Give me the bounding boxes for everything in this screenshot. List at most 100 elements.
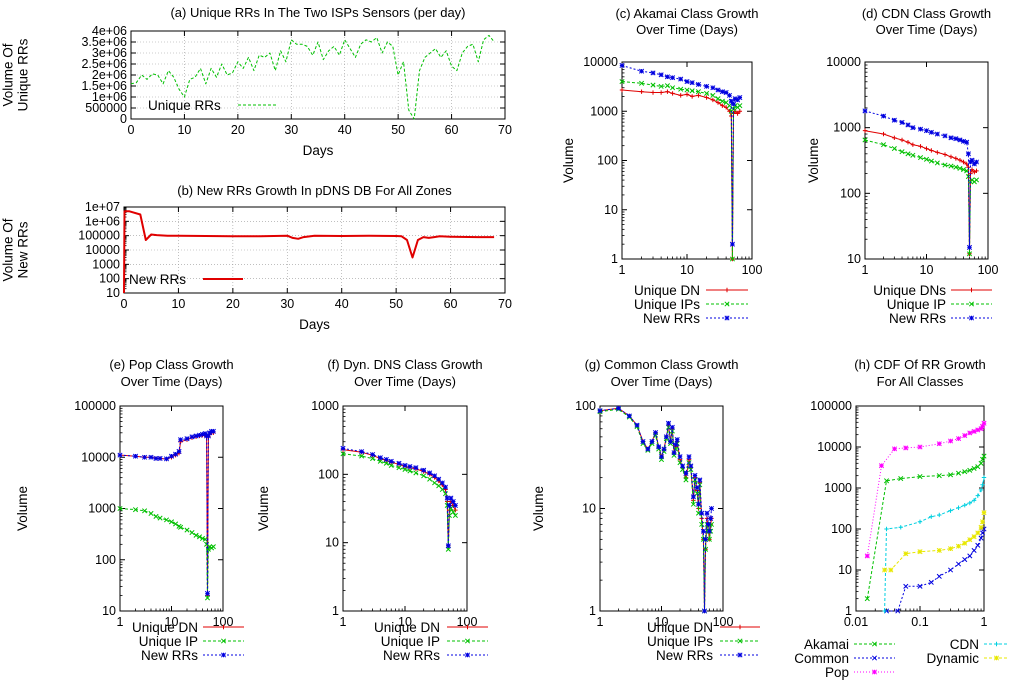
y-tick-label: 1000 bbox=[590, 104, 618, 118]
data-point bbox=[688, 463, 694, 469]
legend-marker bbox=[465, 624, 470, 630]
data-point bbox=[903, 583, 909, 589]
data-point bbox=[880, 142, 887, 148]
x-tick-label: 70 bbox=[498, 297, 512, 311]
series-group bbox=[340, 445, 458, 552]
legend-label: Unique DN bbox=[634, 283, 700, 298]
data-point bbox=[980, 519, 986, 525]
data-point bbox=[157, 455, 163, 461]
data-point bbox=[677, 454, 683, 460]
data-point bbox=[955, 436, 962, 442]
x-tick-label: 0 bbox=[121, 297, 128, 311]
data-point bbox=[971, 498, 977, 503]
data-point bbox=[686, 454, 692, 460]
data-point bbox=[694, 485, 700, 491]
y-tick-label: 100000 bbox=[78, 229, 120, 243]
y-tick-label: 10000 bbox=[826, 55, 861, 69]
x-tick-label: 60 bbox=[445, 123, 459, 137]
data-point bbox=[710, 85, 716, 91]
chart-title: (c) Akamai Class Growth bbox=[615, 6, 758, 21]
data-point bbox=[157, 515, 163, 521]
data-point bbox=[955, 543, 962, 549]
data-point bbox=[928, 129, 934, 135]
x-tick-label: 50 bbox=[389, 297, 403, 311]
plot-frame bbox=[342, 405, 468, 612]
legend-label: Unique DN bbox=[132, 620, 198, 635]
data-point bbox=[669, 424, 675, 430]
series-line-new-rrs bbox=[864, 110, 977, 248]
series-group bbox=[619, 62, 743, 262]
data-point bbox=[971, 534, 977, 540]
chart-panel-c: 1 10 100 1 10 100 1000 10000 (c) Akamai Class Gr… bbox=[561, 6, 762, 326]
data-point bbox=[961, 159, 966, 165]
y-tick-label: 10000 bbox=[85, 243, 120, 257]
data-point bbox=[967, 467, 973, 473]
data-point bbox=[377, 455, 383, 461]
data-point bbox=[205, 433, 211, 439]
data-point bbox=[619, 87, 625, 93]
data-point bbox=[665, 424, 672, 430]
data-point bbox=[132, 507, 139, 513]
x-tick-label: 10 bbox=[177, 123, 191, 137]
data-point bbox=[948, 163, 954, 169]
data-point bbox=[202, 430, 208, 437]
data-point bbox=[678, 86, 684, 92]
y-axis-label: Volume bbox=[15, 486, 30, 531]
x-tick-label: 100 bbox=[457, 615, 478, 629]
series-line-unique-ips bbox=[599, 408, 712, 612]
series-line-unique-dn bbox=[599, 407, 712, 612]
data-point bbox=[210, 544, 216, 550]
data-point bbox=[964, 139, 970, 145]
data-point bbox=[726, 92, 733, 98]
data-point bbox=[683, 470, 689, 476]
data-point bbox=[383, 460, 389, 466]
data-point bbox=[402, 466, 408, 472]
data-point bbox=[671, 450, 677, 456]
chart-title: (f) Dyn. DNS Class Growth bbox=[327, 357, 482, 372]
data-point bbox=[452, 502, 458, 509]
data-point bbox=[448, 495, 454, 501]
data-point bbox=[719, 89, 725, 95]
data-point bbox=[917, 583, 923, 589]
legend-marker bbox=[737, 624, 743, 630]
data-point bbox=[948, 154, 954, 160]
data-point bbox=[981, 453, 987, 459]
data-point bbox=[645, 446, 651, 452]
x-tick-label: 0.01 bbox=[844, 615, 868, 629]
data-point bbox=[340, 451, 346, 457]
legend-marker bbox=[464, 638, 471, 644]
data-point bbox=[199, 431, 206, 437]
data-point bbox=[966, 244, 973, 250]
y-tick-label: 10000 bbox=[817, 440, 852, 454]
data-point bbox=[396, 465, 402, 471]
data-point bbox=[684, 92, 690, 97]
data-point bbox=[898, 475, 904, 482]
data-point bbox=[928, 579, 934, 585]
data-point bbox=[953, 164, 959, 170]
series-group bbox=[864, 420, 987, 614]
data-point bbox=[892, 135, 897, 141]
data-point bbox=[967, 430, 973, 436]
data-point bbox=[899, 137, 905, 143]
data-point bbox=[981, 475, 987, 480]
legend-marker bbox=[220, 652, 227, 658]
data-point bbox=[674, 437, 680, 443]
series-line-unique-ips bbox=[621, 81, 741, 260]
data-point bbox=[704, 90, 710, 96]
series-group bbox=[130, 34, 495, 120]
chart-panel-b: 0 10 20 30 40 50 60 70101001000100001000001e+06… bbox=[1, 183, 512, 332]
data-point bbox=[446, 502, 452, 509]
data-point bbox=[929, 148, 934, 153]
data-point bbox=[923, 128, 930, 134]
data-point bbox=[210, 428, 216, 434]
data-point bbox=[359, 453, 365, 459]
data-point bbox=[695, 89, 701, 95]
data-point bbox=[899, 149, 905, 155]
data-point bbox=[439, 486, 445, 493]
data-point bbox=[967, 500, 973, 506]
series-line-cdn bbox=[884, 477, 985, 612]
legend-marker bbox=[737, 652, 743, 658]
x-tick-label: 1 bbox=[597, 615, 604, 629]
x-tick-label: 0 bbox=[128, 123, 135, 137]
